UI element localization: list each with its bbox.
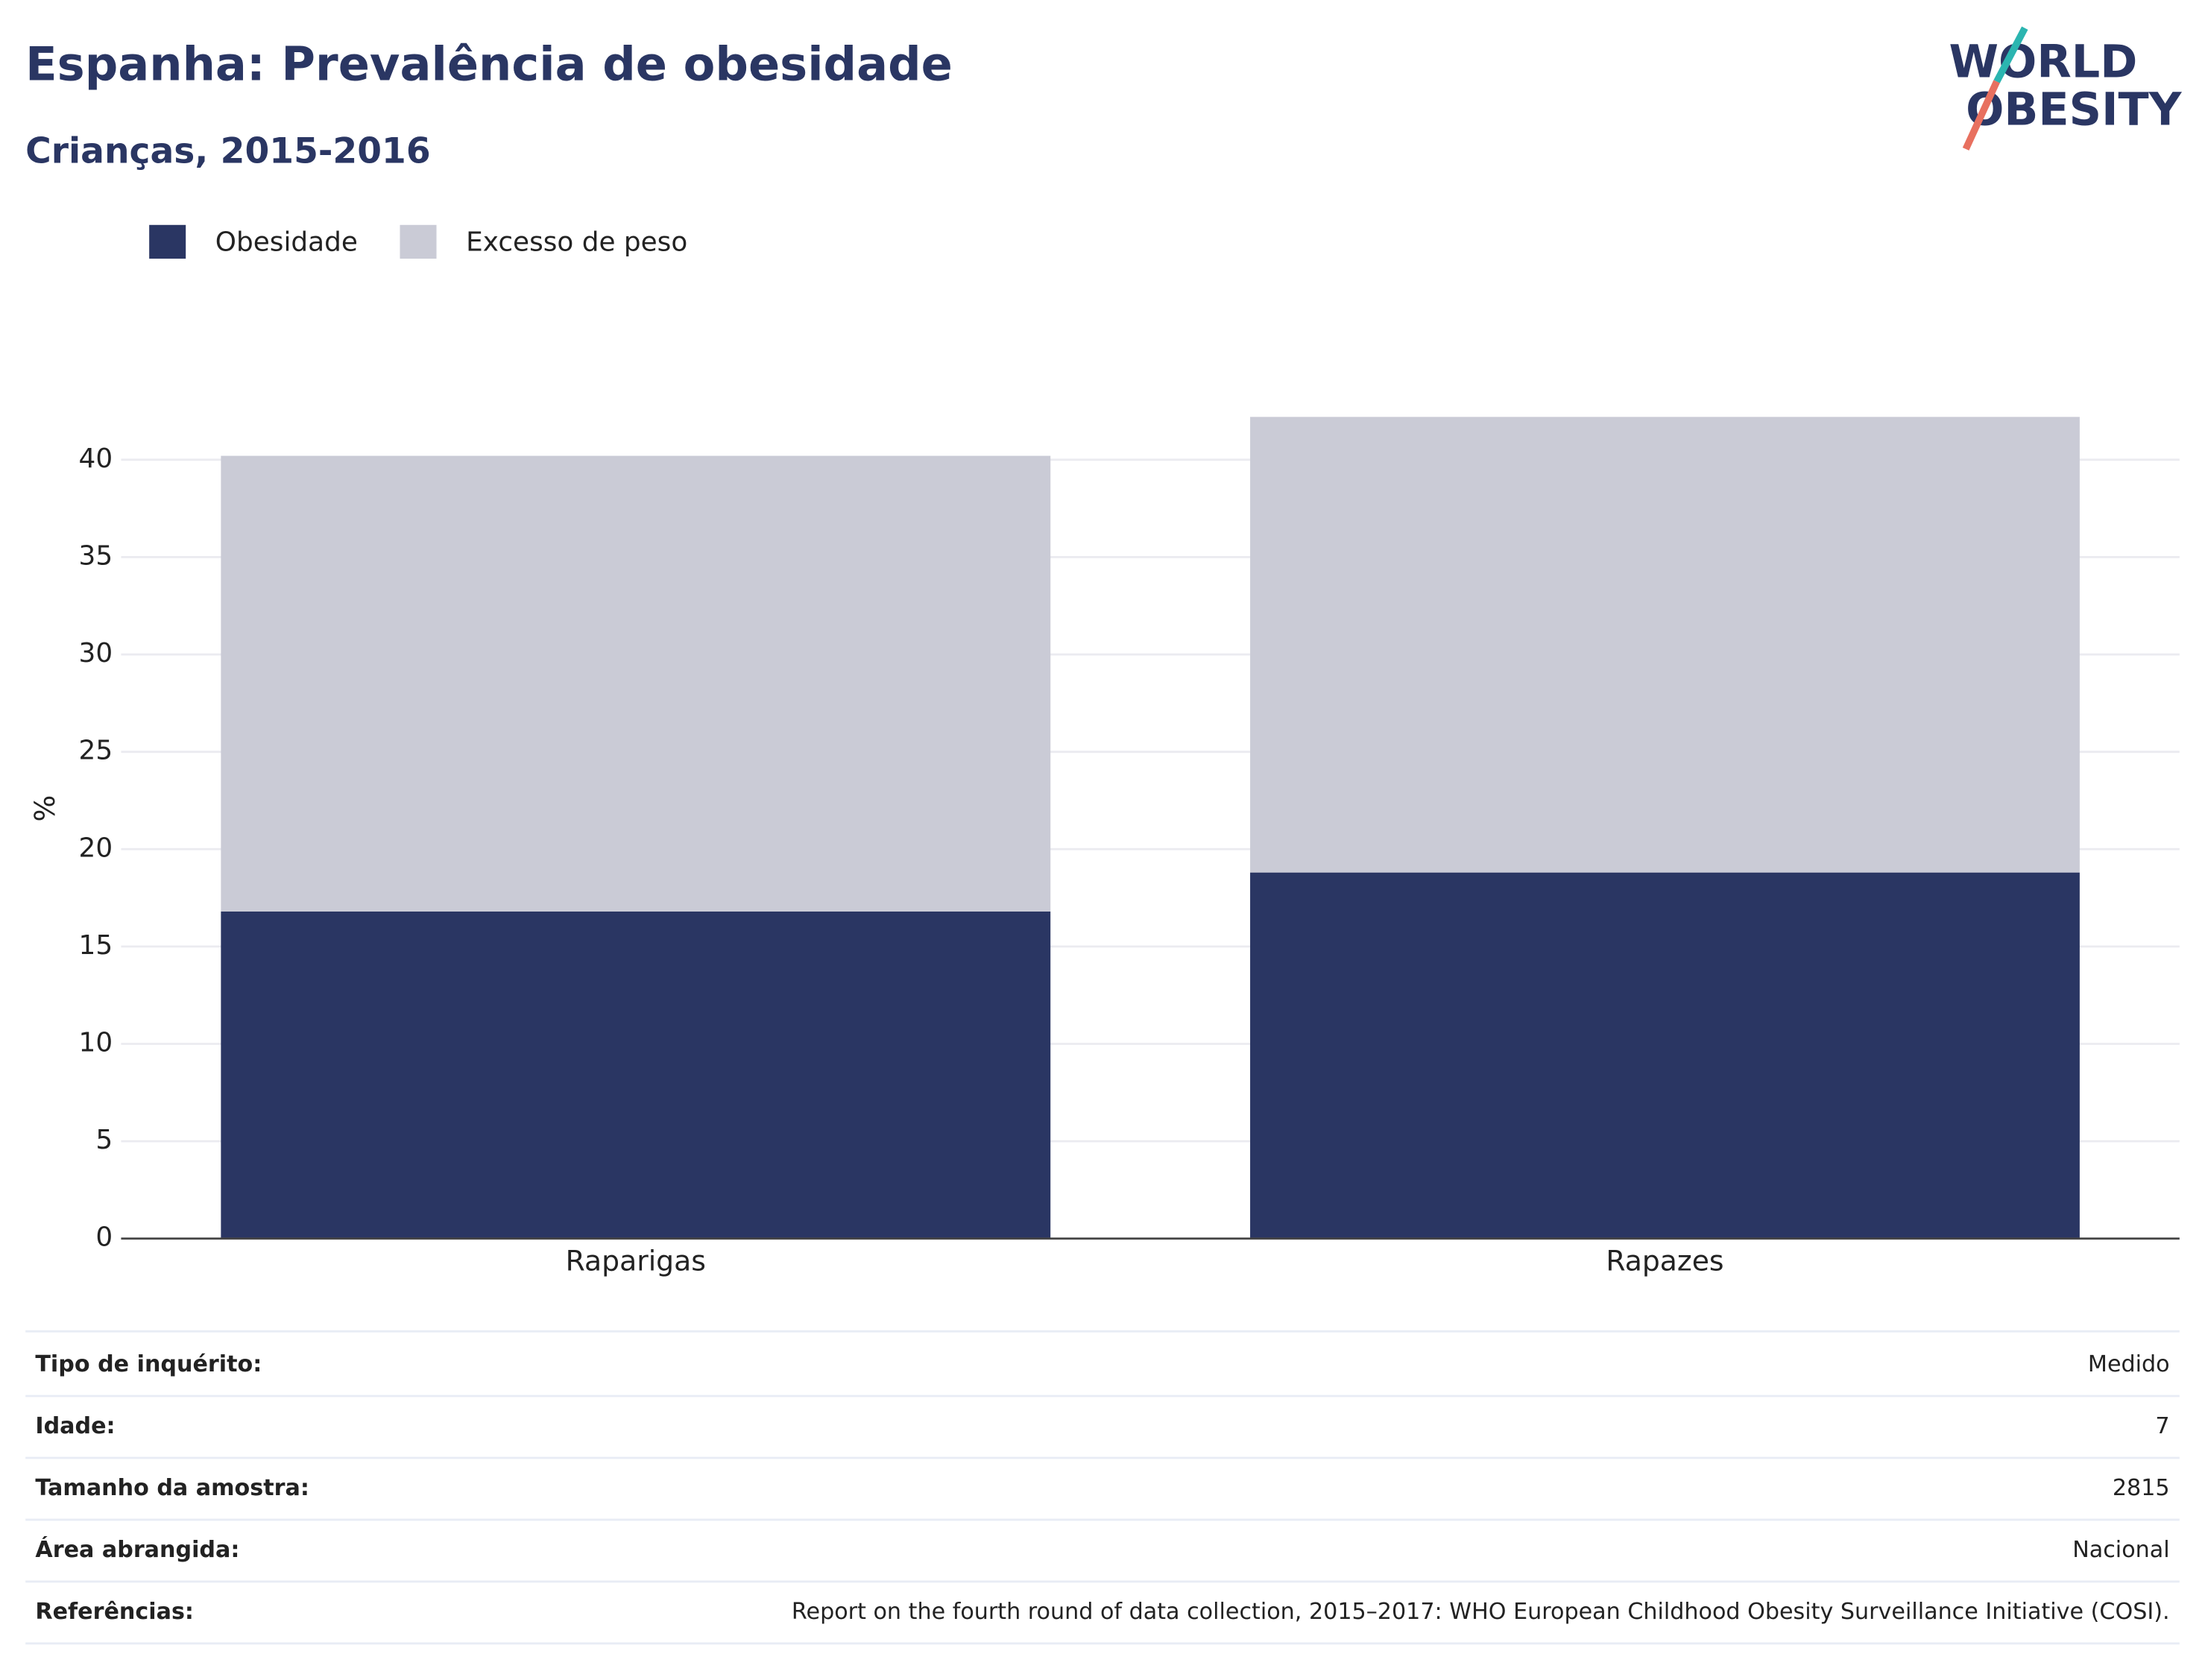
y-tick-label: 25 [79, 736, 113, 766]
y-tick-label: 35 [79, 540, 113, 571]
info-value: 7 [2155, 1413, 2169, 1439]
logo-slash [1962, 80, 2000, 151]
bar-segment [1250, 872, 2080, 1239]
legend-label: Obesidade [215, 227, 358, 257]
info-key: Referências: [35, 1599, 194, 1625]
x-tick-label: Rapazes [1606, 1244, 1723, 1277]
y-tick-label: 30 [79, 638, 113, 669]
info-key: Tamanho da amostra: [35, 1475, 309, 1501]
legend-swatch [149, 224, 186, 259]
chart-title: Espanha: Prevalência de obesidade [25, 37, 953, 92]
legend-label: Excesso de peso [466, 227, 687, 257]
info-value: Medido [2088, 1351, 2170, 1377]
bar-segment [221, 911, 1051, 1239]
chart-subtitle: Crianças, 2015-2016 [25, 131, 430, 172]
logo-text: WORLD [1949, 36, 2137, 88]
y-tick-label: 40 [79, 443, 113, 474]
info-key: Área abrangida: [35, 1536, 239, 1563]
x-tick-label: Raparigas [566, 1244, 706, 1277]
y-tick-label: 10 [79, 1028, 113, 1058]
info-value: Report on the fourth round of data colle… [792, 1599, 2170, 1625]
y-tick-label: 20 [79, 833, 113, 863]
logo: WORLD OBESITY [1949, 26, 2183, 151]
y-axis-label: % [28, 795, 61, 822]
logo-slash [1993, 26, 2028, 83]
legend-swatch [400, 224, 437, 259]
info-key: Tipo de inquérito: [35, 1351, 262, 1377]
bar-segment [1250, 417, 2080, 873]
y-tick-label: 0 [95, 1222, 113, 1253]
info-value: 2815 [2113, 1475, 2170, 1501]
y-tick-label: 5 [95, 1125, 113, 1155]
info-key: Idade: [35, 1413, 115, 1439]
info-value: Nacional [2072, 1537, 2169, 1563]
y-tick-label: 15 [79, 930, 113, 961]
logo-text: OBESITY [1966, 83, 2183, 136]
bar-segment [221, 455, 1051, 912]
